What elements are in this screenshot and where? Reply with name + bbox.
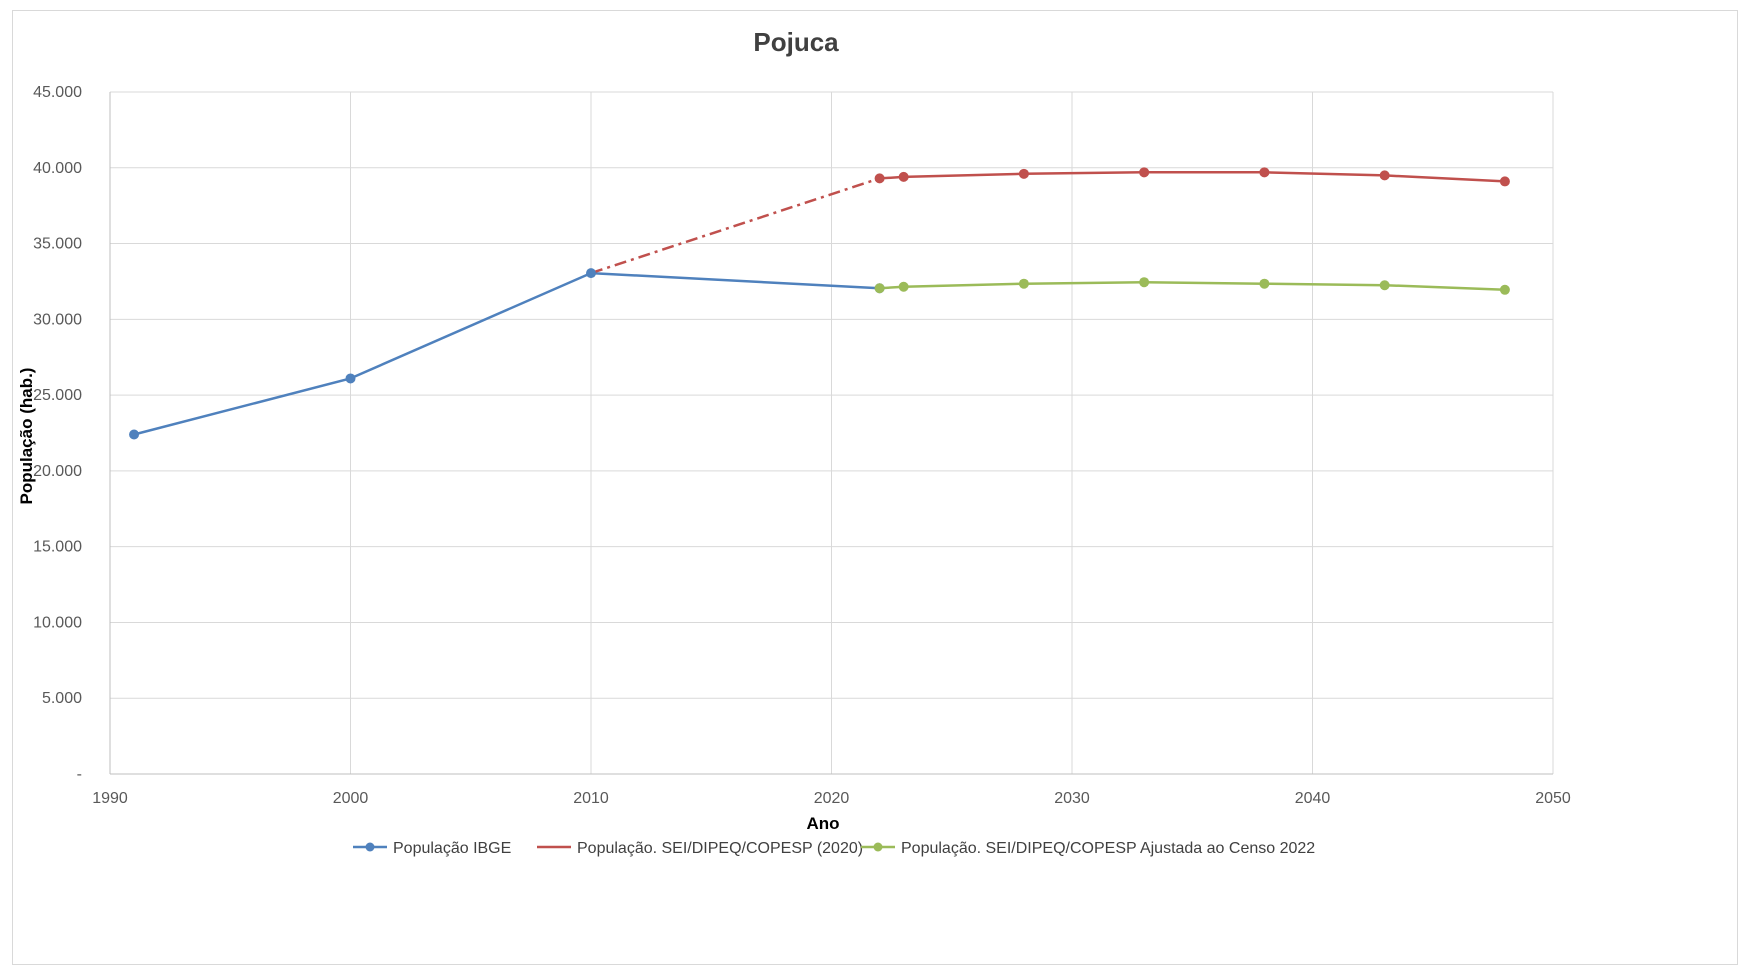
y-tick-labels: - 5.000 10.000 15.000 20.000 25.000 30.000 35.0… bbox=[33, 84, 82, 783]
series-3-line bbox=[879, 280, 1505, 292]
series-2-point bbox=[1499, 176, 1510, 187]
y-tick-label: 10.000 bbox=[33, 614, 82, 631]
series-markers bbox=[129, 167, 1510, 440]
chart-canvas: Pojuca - 5.000 10.000 15.000 20.000 25.000 30.… bbox=[17, 27, 1571, 857]
series-1-line bbox=[133, 271, 880, 436]
y-tick-label: 35.000 bbox=[33, 236, 82, 253]
chart-title: Pojuca bbox=[753, 27, 839, 57]
series-2-point bbox=[898, 171, 909, 182]
y-axis-title: População (hab.) bbox=[17, 368, 36, 505]
legend-label-2: População. SEI/DIPEQ/COPESP (2020) bbox=[577, 840, 863, 857]
series-3-point bbox=[1379, 280, 1390, 291]
series-2-point bbox=[874, 173, 885, 184]
series-2-point bbox=[1379, 170, 1390, 181]
series-2-point bbox=[1139, 167, 1150, 178]
y-tick-label: 45.000 bbox=[33, 84, 82, 101]
y-tick-label: 5.000 bbox=[42, 690, 82, 707]
x-tick-label: 2020 bbox=[814, 790, 850, 807]
y-tick-label: 15.000 bbox=[33, 539, 82, 556]
series-3-point bbox=[1139, 277, 1150, 288]
legend-label-1: População IBGE bbox=[393, 840, 511, 857]
series-3-point bbox=[1499, 284, 1510, 295]
x-tick-labels: 1990 2000 2010 2020 2030 2040 2050 bbox=[92, 790, 1571, 807]
series-3-point bbox=[898, 281, 909, 292]
series-3-point bbox=[1259, 278, 1270, 289]
axes bbox=[109, 92, 1553, 775]
series-2-point bbox=[1259, 167, 1270, 178]
x-tick-label: 1990 bbox=[92, 790, 128, 807]
y-tick-label: 30.000 bbox=[33, 311, 82, 328]
legend-marker-1 bbox=[365, 842, 375, 852]
x-tick-label: 2030 bbox=[1054, 790, 1090, 807]
y-tick-label: 20.000 bbox=[33, 463, 82, 480]
legend-label-3: População. SEI/DIPEQ/COPESP Ajustada ao … bbox=[901, 840, 1315, 857]
x-tick-label: 2000 bbox=[333, 790, 369, 807]
x-axis-title: Ano bbox=[806, 814, 839, 833]
y-tick-label: 40.000 bbox=[33, 160, 82, 177]
series-3-point bbox=[1018, 278, 1029, 289]
gridlines bbox=[110, 91, 1554, 774]
y-tick-label: 25.000 bbox=[33, 387, 82, 404]
series-3-point bbox=[874, 283, 885, 294]
series-2-point bbox=[1018, 168, 1029, 179]
chart-frame: Pojuca - 5.000 10.000 15.000 20.000 25.000 30.… bbox=[12, 10, 1738, 965]
series-1-point bbox=[586, 268, 596, 279]
series-2-dashed-link bbox=[590, 177, 880, 275]
x-tick-label: 2050 bbox=[1535, 790, 1571, 807]
series-1-point bbox=[345, 373, 356, 384]
legend: População IBGE População. SEI/DIPEQ/COPES… bbox=[353, 840, 1315, 857]
series-2-line bbox=[879, 171, 1505, 183]
x-tick-label: 2040 bbox=[1295, 790, 1331, 807]
series-1-point bbox=[129, 429, 140, 440]
x-tick-label: 2010 bbox=[573, 790, 609, 807]
y-tick-label: - bbox=[77, 766, 82, 783]
legend-marker-3 bbox=[873, 842, 883, 852]
